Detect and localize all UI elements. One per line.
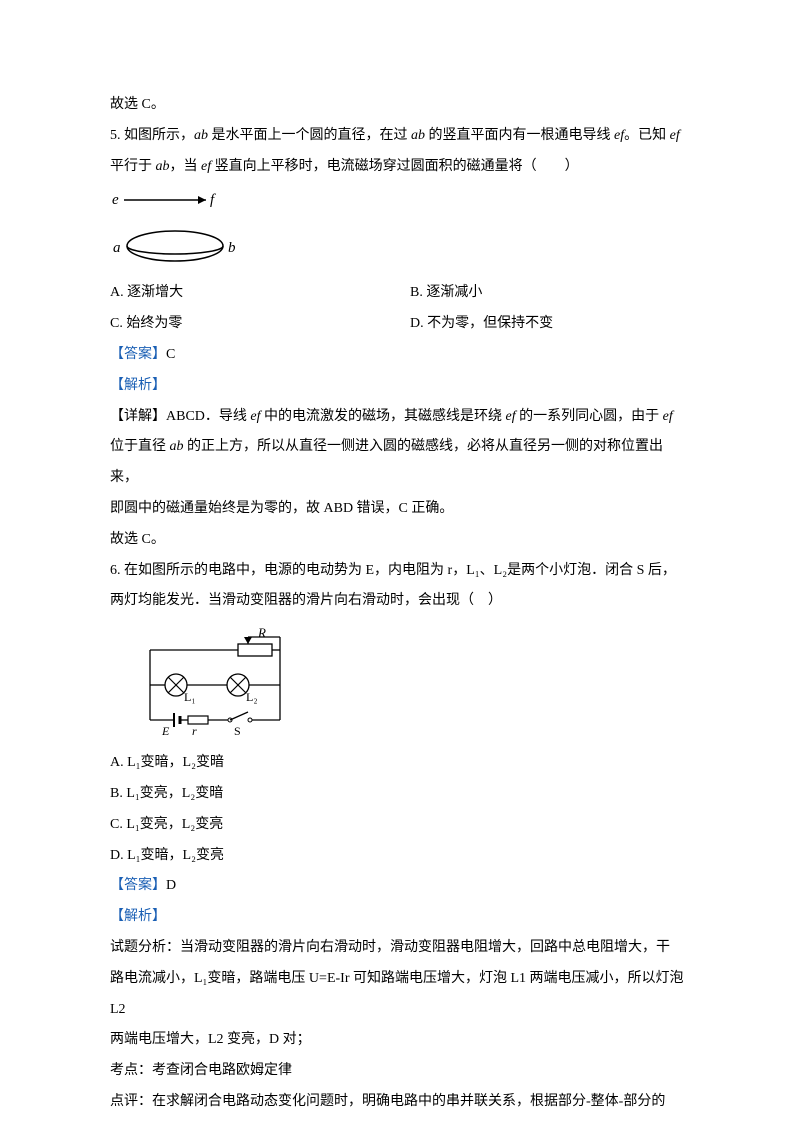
- q5-detail-line1: 【详解】ABCD．导线 ef 中的电流激发的磁场，其磁感线是环绕 ef 的一系列…: [110, 402, 684, 433]
- q5-stem-line2: 平行于 ab，当 ef 竖直向上平移时，电流磁场穿过圆面积的磁通量将（ ）: [110, 152, 684, 183]
- q5-detail-line3: 即圆中的磁通量始终是为零的，故 ABD 错误，C 正确。: [110, 494, 684, 525]
- slider-arrow-icon: [244, 637, 252, 644]
- switch-arm: [230, 712, 248, 720]
- label-L2: L₂: [246, 690, 258, 704]
- q6-expl1: 试题分析：当滑动变阻器的滑片向右滑动时，滑动变阻器电阻增大，回路中总电阻增大，干: [110, 933, 684, 964]
- q5-ef1: ef: [614, 128, 624, 143]
- q6-answer: 【答案】D: [110, 871, 684, 902]
- q5-stem1-mid2: 的竖直平面内有一根通电导线: [425, 128, 614, 143]
- q5-stem1-mid3: 。已知: [624, 128, 670, 143]
- q5-stem-line1: 5. 如图所示，ab 是水平面上一个圆的直径，在过 ab 的竖直平面内有一根通电…: [110, 121, 684, 152]
- q5-analysis-label: 【解析】: [110, 371, 684, 402]
- q6-stem-line2: 两灯均能发光．当滑动变阻器的滑片向右滑动时，会出现（ ）: [110, 586, 684, 617]
- q5-options-row2: C. 始终为零 D. 不为零，但保持不变: [110, 309, 684, 340]
- q6-expl4: 考点：考查闭合电路欧姆定律: [110, 1056, 684, 1087]
- rheostat: [238, 644, 272, 656]
- circuit-diagram: R L₁ L₂ E r S: [130, 625, 300, 740]
- wire-circle-diagram: e f a b: [110, 190, 250, 270]
- resistor-r: [188, 716, 208, 724]
- q6-expl2: 路电流减小，L₁变暗，路端电压 U=E-Ir 可知路端电压增大，灯泡 L1 两端…: [110, 964, 684, 1026]
- q5-detail-line2: 位于直径 ab 的正上方，所以从直径一侧进入圆的磁感线，必将从直径另一侧的对称位…: [110, 432, 684, 494]
- q5-optC: C. 始终为零: [110, 309, 410, 340]
- ellipse-bottom: [127, 246, 223, 254]
- label-b: b: [228, 240, 236, 256]
- q5-answer: 【答案】C: [110, 340, 684, 371]
- q5-optD: D. 不为零，但保持不变: [410, 309, 684, 340]
- q5-detail-mid2: 的一系列同心圆，由于: [516, 409, 663, 424]
- q5-stem2-pre: 平行于: [110, 159, 156, 174]
- q5-detail-mid1: 中的电流激发的磁场，其磁感线是环绕: [261, 409, 506, 424]
- q5-stem2-mid1: ，当: [170, 159, 202, 174]
- label-L1: L₁: [184, 690, 196, 704]
- q5-ab2: ab: [411, 128, 425, 143]
- q5-detail-ef3: ef: [663, 409, 673, 424]
- label-a: a: [113, 240, 121, 256]
- label-e: e: [112, 192, 119, 208]
- q5-optB: B. 逐渐减小: [410, 278, 684, 309]
- label-f: f: [210, 192, 216, 208]
- label-r: r: [192, 724, 197, 738]
- q5-detail2-pre: 位于直径: [110, 439, 170, 454]
- q5-detail-ef2: ef: [506, 409, 516, 424]
- q6-stem-line1: 6. 在如图所示的电路中，电源的电动势为 E，内电阻为 r，L₁、L₂是两个小灯…: [110, 556, 684, 587]
- q6-optB: B. L₁变亮，L₂变暗: [110, 779, 684, 810]
- answer-label: 【答案】: [110, 347, 166, 362]
- label-R: R: [257, 625, 266, 640]
- q5-detail-pre: 【详解】ABCD．导线: [110, 409, 250, 424]
- q6-analysis-label: 【解析】: [110, 902, 684, 933]
- q6-expl5: 点评：在求解闭合电路动态变化问题时，明确电路中的串并联关系，根据部分-整体-部分…: [110, 1087, 684, 1118]
- q5-conclusion: 故选 C。: [110, 525, 684, 556]
- arrow-icon: [198, 196, 206, 204]
- q5-detail2-mid: 的正上方，所以从直径一侧进入圆的磁感线，必将从直径另一侧的对称位置出来，: [110, 439, 663, 485]
- q6-optA: A. L₁变暗，L₂变暗: [110, 748, 684, 779]
- q5-ef2: ef: [670, 128, 680, 143]
- switch-node-right: [248, 718, 252, 722]
- q5-ab1: ab: [194, 128, 208, 143]
- label-E: E: [161, 724, 170, 738]
- answer-value: D: [166, 878, 176, 893]
- q6-optD: D. L₁变暗，L₂变亮: [110, 841, 684, 872]
- q5-stem1-pre: 5. 如图所示，: [110, 128, 194, 143]
- q5-stem2-ef: ef: [201, 159, 211, 174]
- q6-diagram: R L₁ L₂ E r S: [110, 625, 684, 740]
- answer-label: 【答案】: [110, 878, 166, 893]
- circle-top: [127, 231, 223, 261]
- q5-optA: A. 逐渐增大: [110, 278, 410, 309]
- answer-value: C: [166, 347, 175, 362]
- q5-stem1-mid1: 是水平面上一个圆的直径，在过: [208, 128, 411, 143]
- page: 故选 C。 5. 如图所示，ab 是水平面上一个圆的直径，在过 ab 的竖直平面…: [0, 0, 794, 1123]
- intro-conclusion: 故选 C。: [110, 90, 684, 121]
- q5-detail2-ab: ab: [170, 439, 184, 454]
- q6-optC: C. L₁变亮，L₂变亮: [110, 810, 684, 841]
- q6-expl3: 两端电压增大，L2 变亮，D 对；: [110, 1025, 684, 1056]
- q5-diagram: e f a b: [110, 190, 684, 270]
- label-S: S: [234, 724, 241, 738]
- q5-stem2-mid2: 竖直向上平移时，电流磁场穿过圆面积的磁通量将（ ）: [211, 159, 579, 174]
- q5-detail-ef1: ef: [250, 409, 260, 424]
- q5-options-row1: A. 逐渐增大 B. 逐渐减小: [110, 278, 684, 309]
- q5-stem2-ab: ab: [156, 159, 170, 174]
